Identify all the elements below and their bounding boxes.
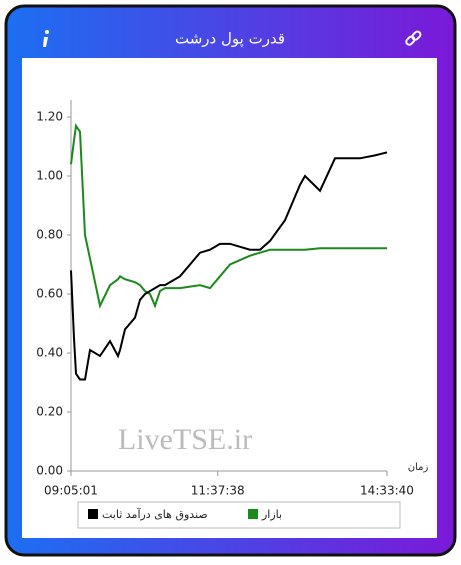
link-icon[interactable] (405, 30, 422, 46)
y-tick-label: 0.20 (36, 405, 63, 419)
y-tick-label: 0.60 (36, 287, 63, 301)
x-tick-label: 11:37:38 (191, 484, 245, 498)
watermark: LiveTSE.ir (118, 423, 252, 456)
series-line (70, 151, 388, 381)
y-tick-label: 1.20 (36, 110, 63, 124)
chart-title: قدرت پول درشت (175, 30, 285, 49)
series-line (70, 123, 387, 309)
legend-label: صندوق های درآمد ثابت (102, 507, 208, 521)
x-tick-label: 09:05:01 (44, 484, 98, 498)
legend-swatch (88, 509, 98, 519)
x-tick-label: 14:33:40 (360, 484, 414, 498)
legend-swatch (248, 509, 258, 519)
legend-box (77, 501, 401, 529)
y-tick-label: 0.40 (36, 346, 63, 360)
plot-panel (22, 58, 437, 538)
info-icon[interactable] (43, 30, 49, 47)
x-axis-label: زمان (408, 462, 429, 473)
y-tick-label: 0.80 (36, 228, 63, 242)
y-tick-label: 1.00 (36, 169, 63, 183)
y-tick-label: 0.00 (36, 464, 63, 478)
legend-label: بازار (261, 508, 282, 521)
